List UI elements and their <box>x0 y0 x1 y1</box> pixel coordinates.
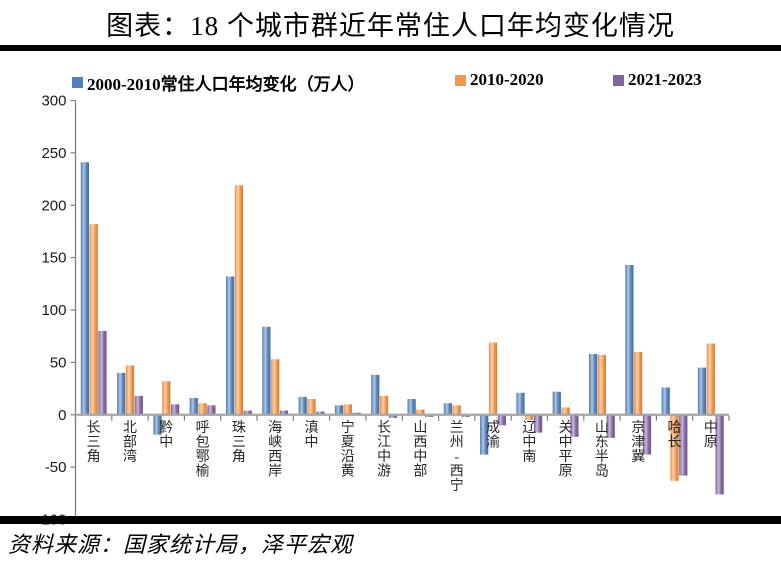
bar <box>153 414 162 435</box>
bar <box>117 372 126 415</box>
bar <box>162 381 171 415</box>
bar <box>625 265 634 415</box>
bar <box>715 414 724 495</box>
x-axis-label: 北部湾 <box>123 420 137 465</box>
legend-item-2021-2023: 2021-2023 <box>613 70 702 90</box>
y-axis-tick-label: 100 <box>41 302 66 319</box>
legend-item-2000-2010: 2000-2010常住人口年均变化（万人） <box>72 70 365 95</box>
x-axis-label: 哈长 <box>668 420 682 451</box>
bar <box>125 365 135 415</box>
x-axis-label: 辽中南 <box>522 420 536 465</box>
legend-swatch-2010-2020 <box>455 74 466 86</box>
bar <box>552 391 561 415</box>
bar <box>525 414 534 420</box>
y-axis-tick-label: 300 <box>41 93 66 110</box>
bar <box>561 407 570 415</box>
bar <box>262 326 271 415</box>
y-axis-tick-label: 250 <box>41 145 66 162</box>
legend-label-2021-2023: 2021-2023 <box>628 70 702 89</box>
bar <box>534 414 543 433</box>
bar <box>488 342 498 415</box>
bar <box>98 330 107 415</box>
bar <box>134 395 143 415</box>
bar <box>343 404 352 415</box>
y-axis-tick-label: 0 <box>58 407 66 424</box>
bar <box>452 405 461 415</box>
bar <box>570 414 579 437</box>
bar <box>243 410 252 415</box>
legend-swatch-2000-2010 <box>72 77 83 88</box>
footer-rule <box>0 516 781 524</box>
bar <box>642 414 652 455</box>
bar <box>234 185 243 415</box>
legend-label-2010-2020: 2010-2020 <box>470 70 544 89</box>
bar <box>271 359 280 415</box>
bar <box>298 396 307 415</box>
bar <box>207 405 216 415</box>
x-axis-label: 山西中部 <box>413 420 427 480</box>
x-axis-label: 宁夏沿黄 <box>341 419 355 480</box>
x-axis-label: 滇中 <box>304 420 318 451</box>
bar <box>597 355 606 415</box>
legend-swatch-2021-2023 <box>613 74 624 86</box>
legend-item-2010-2020: 2010-2020 <box>455 70 544 90</box>
bar <box>334 405 344 415</box>
x-axis-label: 成渝 <box>486 420 500 451</box>
bar <box>606 414 615 438</box>
bar <box>589 354 598 415</box>
bar <box>189 398 198 415</box>
legend-label-2000-2010: 2000-2010常住人口年均变化（万人） <box>87 75 365 94</box>
bar <box>226 276 235 415</box>
x-axis-label: 兰州-西宁 <box>450 420 464 494</box>
bar <box>416 409 425 415</box>
bar <box>80 162 89 415</box>
bar <box>279 410 289 415</box>
y-axis-tick-label: 200 <box>41 197 66 214</box>
y-axis-tick-label: 50 <box>50 354 67 371</box>
bar <box>89 224 98 415</box>
bar <box>634 351 643 415</box>
source-note: 资料来源：国家统计局，泽平宏观 <box>8 532 354 557</box>
bar <box>171 404 180 415</box>
x-axis-label: 长三角 <box>87 420 101 465</box>
x-axis-label: 呼包鄂榆 <box>196 420 210 480</box>
x-axis-label: 山东半岛 <box>595 420 609 480</box>
bar <box>480 414 489 455</box>
bar <box>706 343 715 415</box>
bar <box>497 414 506 426</box>
bar <box>679 414 688 476</box>
y-axis-tick-label: -50 <box>45 459 67 476</box>
bar <box>316 411 325 415</box>
bar <box>380 395 389 415</box>
x-axis-label: 京津冀 <box>631 420 645 465</box>
bar <box>697 367 707 415</box>
x-axis-label: 海峡西岸 <box>268 420 282 480</box>
bar <box>307 399 316 415</box>
bar <box>443 403 452 415</box>
bar <box>516 392 525 415</box>
bar <box>198 403 207 415</box>
bar <box>670 414 679 481</box>
x-axis-label: 关中平原 <box>559 420 573 480</box>
y-axis-tick-label: 150 <box>41 250 66 267</box>
bar <box>371 374 380 415</box>
bar <box>388 414 397 418</box>
x-axis-label: 黔中 <box>159 420 173 451</box>
x-axis-label: 长江中游 <box>377 420 391 480</box>
x-axis-label: 珠三角 <box>232 420 246 465</box>
bar <box>407 399 416 415</box>
bar <box>661 387 670 415</box>
x-axis-label: 中原 <box>704 420 718 451</box>
page-title: 图表：18 个城市群近年常住人口年均变化情况 <box>106 11 675 41</box>
header-rule <box>0 45 781 51</box>
